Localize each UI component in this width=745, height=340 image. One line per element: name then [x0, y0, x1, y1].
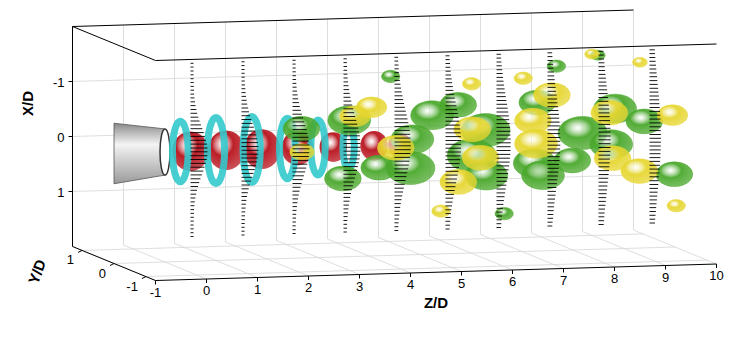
tick-label: 1 — [67, 252, 74, 267]
axis-line — [73, 10, 634, 27]
tick-label: 1 — [57, 185, 64, 200]
velocity-profile — [293, 60, 310, 233]
isosurface-blob — [356, 97, 387, 118]
velocity-profile — [446, 56, 462, 229]
velocity-profile — [191, 63, 208, 236]
tick-label: 0 — [99, 266, 106, 281]
velocity-profile — [599, 51, 611, 224]
velocity-profile — [548, 53, 561, 226]
velocity-profile — [344, 59, 361, 232]
isosurface-blob — [290, 144, 314, 161]
isosurface-blob — [325, 166, 362, 191]
tick-label: 1 — [254, 282, 261, 297]
axis-line — [156, 264, 717, 281]
axis-line — [73, 247, 156, 281]
tick-label: 7 — [560, 273, 567, 288]
velocity-profile — [497, 54, 511, 227]
tick — [69, 136, 73, 137]
isosurface-blob — [667, 200, 685, 212]
velocity-profile — [242, 62, 259, 235]
isosurface-blob — [626, 109, 663, 134]
isosurface-blob — [621, 159, 658, 184]
tick-label: 2 — [305, 280, 312, 295]
tick-label: 5 — [458, 276, 465, 291]
tick-labels: -1 0 1 2 3 4 5 6 7 8 9 10 -1 0 1 -1 0 1 Z/D Y/D X/D — [19, 75, 724, 312]
tick — [69, 81, 73, 82]
isosurface-blob — [585, 49, 600, 59]
isosurface-blob — [495, 207, 513, 219]
velocity-profile — [650, 50, 661, 223]
velocity-profile — [395, 57, 411, 230]
isosurface-blob — [440, 170, 477, 195]
isosurface-blob — [462, 145, 499, 170]
isosurface-blob — [633, 57, 648, 67]
grid-line — [73, 247, 156, 281]
isosurface-blob — [432, 205, 450, 217]
tick-label: 10 — [709, 268, 723, 283]
tick-label: 0 — [57, 130, 64, 145]
grid-line — [82, 234, 643, 251]
axis-line — [156, 44, 717, 61]
tick — [78, 250, 82, 252]
tick-label: 6 — [509, 274, 516, 289]
axis-title: Y/D — [25, 257, 50, 286]
tick-label: -1 — [126, 279, 138, 294]
tick-label: 8 — [611, 271, 618, 286]
axis-title: Z/D — [424, 294, 448, 311]
back-wall — [73, 10, 634, 247]
nozzle — [114, 123, 165, 184]
nozzle-exit — [160, 129, 170, 175]
tick — [69, 191, 73, 192]
grid-line — [114, 247, 675, 264]
tick — [142, 277, 146, 279]
axis-title: X/D — [19, 91, 36, 116]
tick — [110, 264, 114, 266]
tick-label: 4 — [407, 277, 414, 292]
tick-label: 0 — [203, 283, 210, 298]
isosurface-blob — [440, 92, 477, 117]
isosurface-blob — [657, 105, 688, 126]
chart: -1 0 1 2 3 4 5 6 7 8 9 10 -1 0 1 -1 0 1 Z/D Y/D X/D — [0, 0, 745, 340]
vortex-ring — [172, 121, 188, 182]
plot-area — [114, 49, 693, 236]
floor — [73, 230, 717, 281]
vortex-ring — [207, 118, 224, 184]
axes-box — [73, 10, 717, 281]
vortex-ring — [243, 116, 260, 182]
axis-line — [73, 27, 156, 61]
isosurface-blob — [547, 60, 565, 72]
isosurface-blob — [514, 72, 532, 84]
isosurface-blob — [377, 135, 414, 160]
grid-line — [146, 260, 707, 277]
tick-label: -1 — [53, 75, 65, 90]
tick-label: 3 — [356, 279, 363, 294]
tick-label: 9 — [662, 270, 669, 285]
isosurface-blob — [462, 78, 480, 90]
tick-label: -1 — [150, 285, 162, 300]
isosurface-blob — [656, 162, 693, 187]
